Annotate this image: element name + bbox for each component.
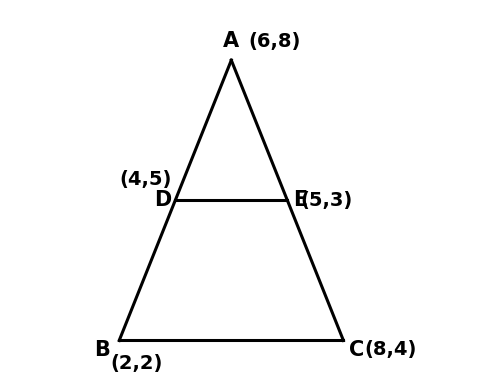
Text: A: A (224, 31, 240, 51)
Text: C: C (349, 340, 364, 361)
Text: (6,8): (6,8) (248, 32, 300, 51)
Text: B: B (94, 340, 110, 361)
Text: (4,5): (4,5) (119, 170, 172, 189)
Text: (2,2): (2,2) (110, 354, 162, 372)
Text: E: E (293, 190, 307, 210)
Text: (8,4): (8,4) (364, 340, 416, 359)
Text: D: D (154, 190, 172, 210)
Text: (5,3): (5,3) (300, 191, 352, 210)
